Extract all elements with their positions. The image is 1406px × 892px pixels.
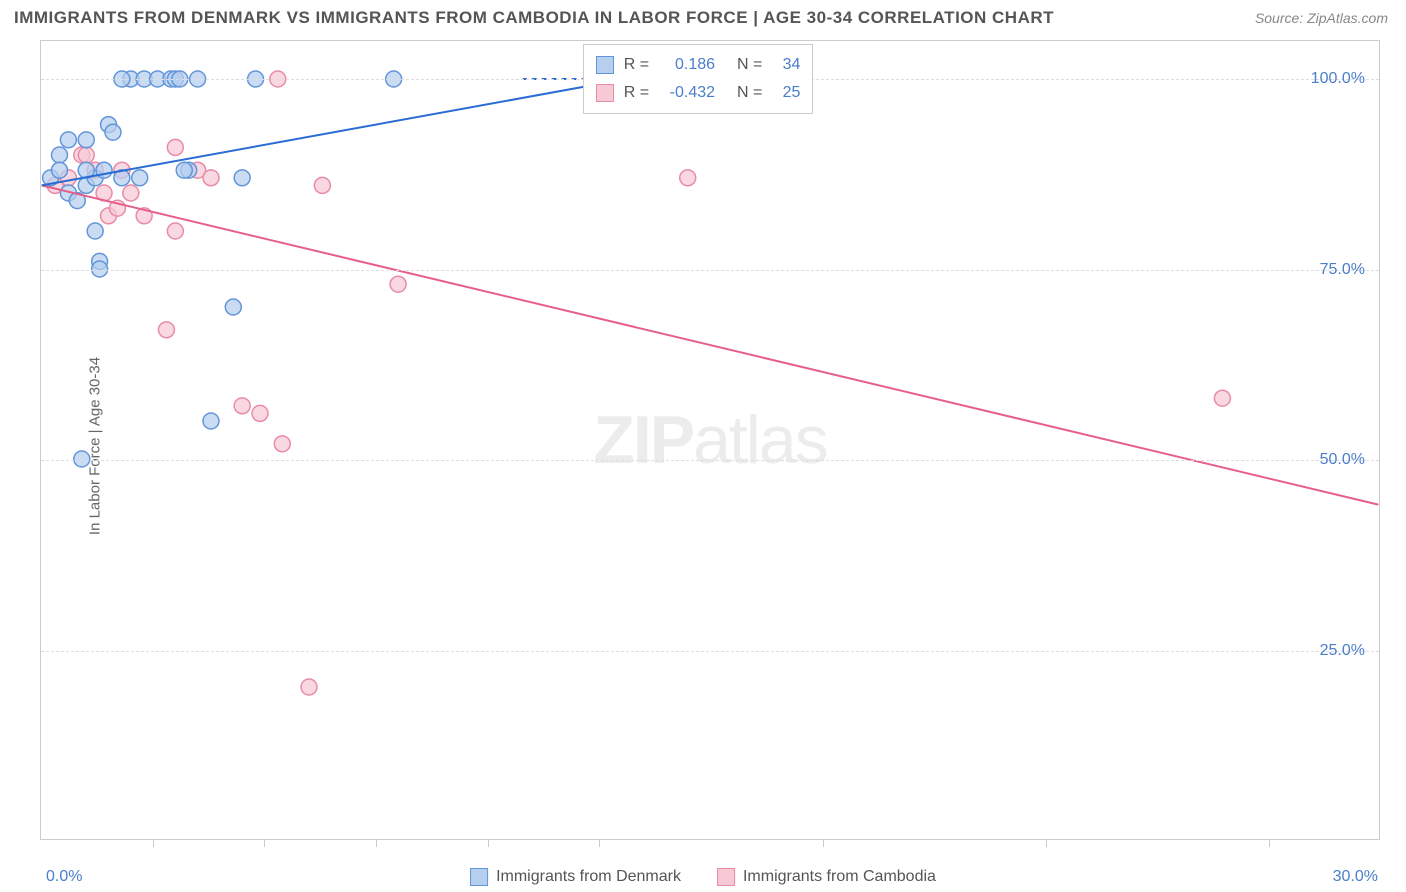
data-point-denmark <box>52 162 68 178</box>
data-point-cambodia <box>78 147 94 163</box>
data-point-denmark <box>60 132 76 148</box>
legend-swatch <box>470 868 488 886</box>
data-point-cambodia <box>680 170 696 186</box>
correlation-stats-box: R = 0.186 N = 34 R = -0.432 N = 25 <box>583 44 814 114</box>
legend: Immigrants from Denmark Immigrants from C… <box>470 868 936 886</box>
grid-line <box>41 651 1379 652</box>
data-point-cambodia <box>167 139 183 155</box>
data-point-cambodia <box>252 405 268 421</box>
x-tick <box>488 839 489 847</box>
stats-swatch <box>596 84 614 102</box>
stats-swatch <box>596 56 614 74</box>
stats-r-value: -0.432 <box>659 79 715 107</box>
data-point-cambodia <box>203 170 219 186</box>
legend-item-cambodia: Immigrants from Cambodia <box>717 868 936 886</box>
grid-line <box>41 270 1379 271</box>
stats-r-label: R = <box>624 79 649 107</box>
data-point-cambodia <box>274 436 290 452</box>
chart-title: IMMIGRANTS FROM DENMARK VS IMMIGRANTS FR… <box>14 8 1054 28</box>
stats-n-value: 25 <box>772 79 800 107</box>
y-tick-label: 25.0% <box>1320 642 1365 660</box>
data-point-cambodia <box>158 322 174 338</box>
scatter-svg <box>41 41 1379 839</box>
data-point-denmark <box>105 124 121 140</box>
data-point-denmark <box>78 132 94 148</box>
data-point-cambodia <box>167 223 183 239</box>
chart-plot-area: ZIPatlas 25.0%50.0%75.0%100.0% <box>40 40 1380 840</box>
x-axis-origin: 0.0% <box>46 868 82 886</box>
x-tick <box>599 839 600 847</box>
stats-r-value: 0.186 <box>659 51 715 79</box>
data-point-denmark <box>87 223 103 239</box>
data-point-cambodia <box>1214 390 1230 406</box>
stats-n-label: N = <box>737 79 762 107</box>
x-tick <box>1269 839 1270 847</box>
x-tick <box>376 839 377 847</box>
x-tick <box>264 839 265 847</box>
stats-r-label: R = <box>624 51 649 79</box>
data-point-denmark <box>74 451 90 467</box>
data-point-cambodia <box>234 398 250 414</box>
trend-line-cambodia <box>42 185 1379 504</box>
x-tick <box>153 839 154 847</box>
grid-line <box>41 460 1379 461</box>
x-axis-end: 30.0% <box>1333 868 1378 886</box>
data-point-cambodia <box>390 276 406 292</box>
legend-item-denmark: Immigrants from Denmark <box>470 868 681 886</box>
x-tick <box>1046 839 1047 847</box>
legend-label: Immigrants from Denmark <box>496 868 681 886</box>
data-point-denmark <box>132 170 148 186</box>
legend-label: Immigrants from Cambodia <box>743 868 936 886</box>
source-attribution: Source: ZipAtlas.com <box>1255 10 1388 26</box>
legend-swatch <box>717 868 735 886</box>
y-tick-label: 100.0% <box>1311 70 1365 88</box>
stats-n-label: N = <box>737 51 762 79</box>
stats-row: R = 0.186 N = 34 <box>596 51 801 79</box>
stats-n-value: 34 <box>772 51 800 79</box>
data-point-denmark <box>203 413 219 429</box>
stats-row: R = -0.432 N = 25 <box>596 79 801 107</box>
data-point-cambodia <box>123 185 139 201</box>
data-point-denmark <box>225 299 241 315</box>
y-tick-label: 50.0% <box>1320 451 1365 469</box>
y-tick-label: 75.0% <box>1320 261 1365 279</box>
data-point-cambodia <box>314 177 330 193</box>
data-point-denmark <box>52 147 68 163</box>
data-point-denmark <box>234 170 250 186</box>
trend-line-denmark <box>42 79 627 185</box>
data-point-denmark <box>176 162 192 178</box>
x-tick <box>823 839 824 847</box>
data-point-cambodia <box>301 679 317 695</box>
